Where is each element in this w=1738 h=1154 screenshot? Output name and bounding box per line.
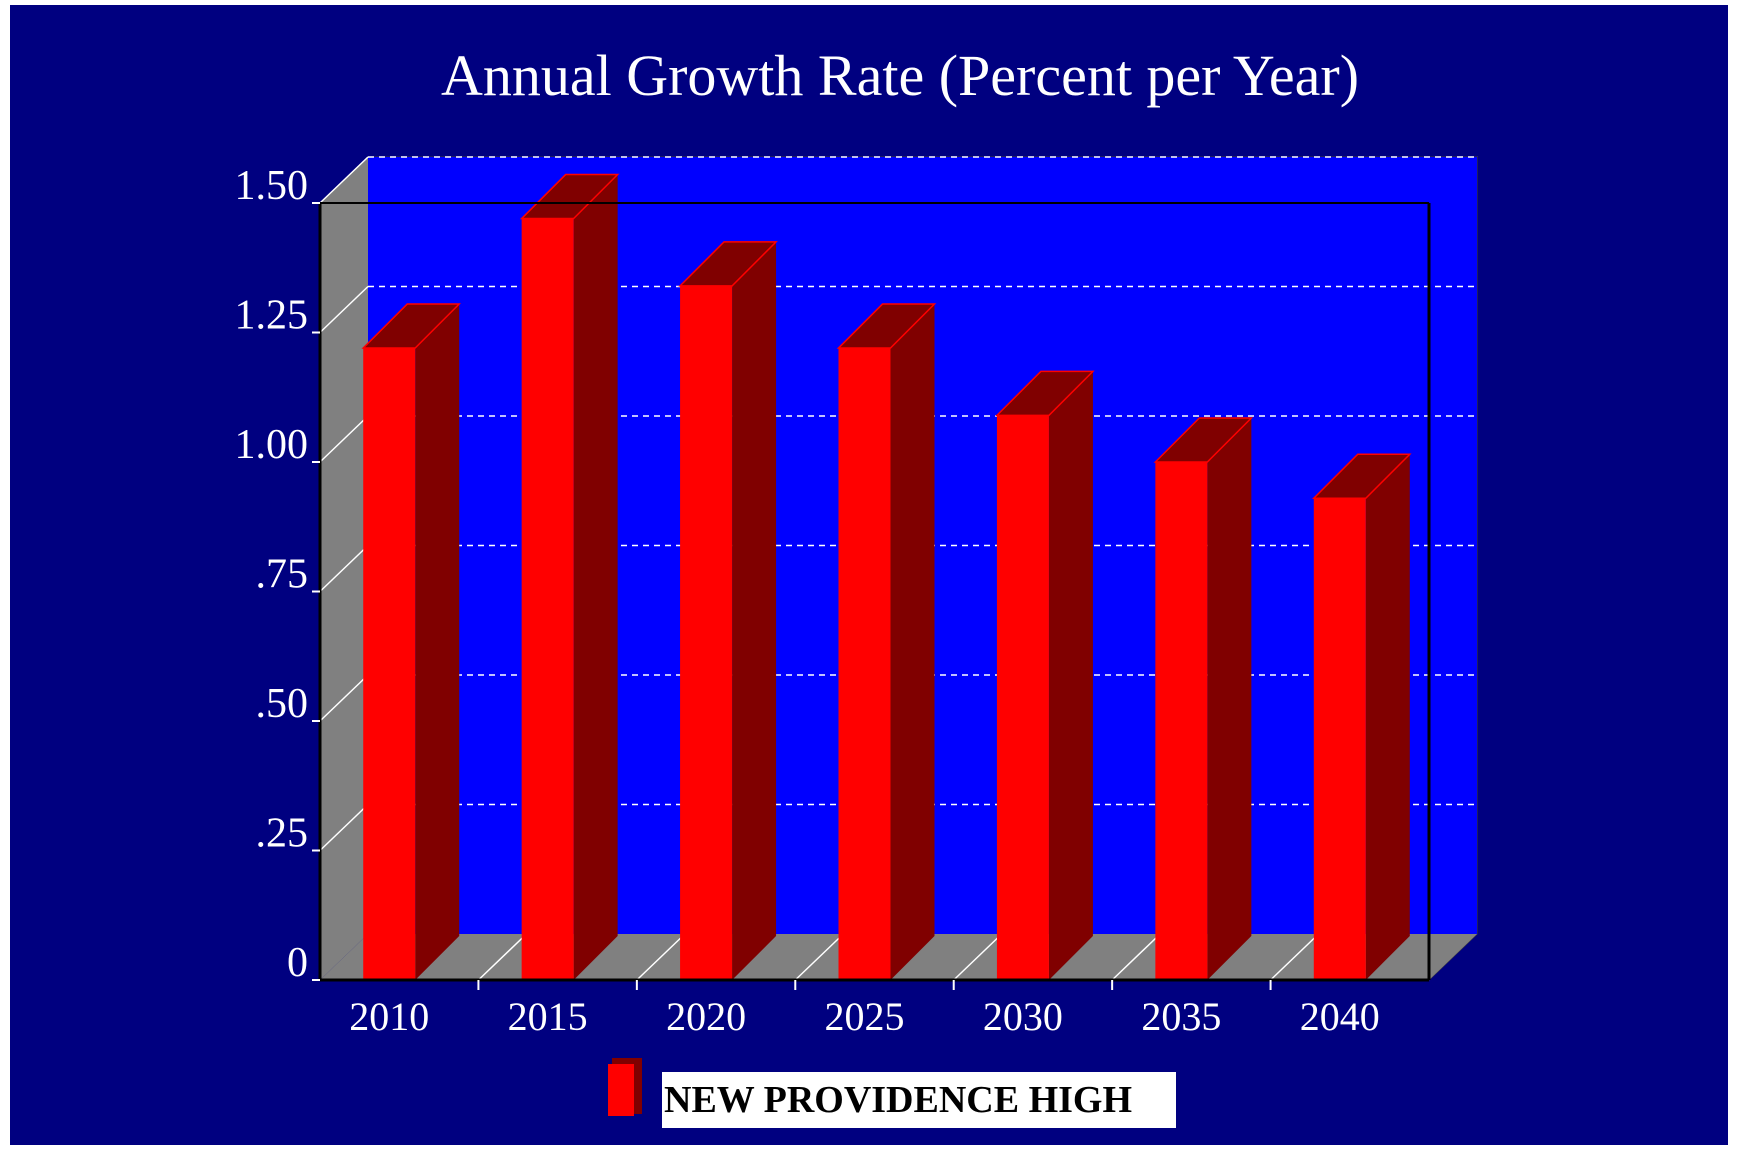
floor-divider [1111,933,1161,981]
bar-2015 [519,173,620,981]
y-tick-label: .75 [256,552,309,598]
floor-divider [794,933,844,981]
legend-label: NEW PROVIDENCE HIGH [664,1079,1132,1121]
gridline-left [319,674,369,722]
x-tick-label: 2020 [666,994,746,1039]
x-tick-label: 2025 [825,994,905,1039]
bar [521,218,574,981]
bar-side [732,241,777,980]
floor-divider [953,933,1003,981]
gridline-left [319,415,369,463]
bar-2040 [1311,453,1412,980]
bar-side [1365,454,1410,980]
x-tick-label: 2040 [1300,994,1380,1039]
bars [361,173,1412,981]
bar [363,348,416,980]
bar [838,348,891,980]
bar [1313,498,1366,980]
bar-2020 [678,241,778,980]
legend-label-box [662,1072,1176,1128]
bar-2010 [361,303,462,980]
floor-divider [636,933,686,981]
y-tick-label: 1.25 [235,293,309,339]
x-tick-label: 2010 [349,994,429,1039]
floor-divider [477,933,527,981]
chart-title: Annual Growth Rate (Percent per Year) [441,43,1359,108]
legend: NEW PROVIDENCE HIGH [608,1058,1176,1128]
bar-side [890,304,935,980]
y-tick-label: 0 [287,940,308,986]
bar-side [415,304,460,980]
y-tick-labels: 0 .25 .50 .75 1.00 1.25 1.50 [235,163,309,986]
gridline-left [319,285,369,334]
bar [996,415,1049,980]
bar-2035 [1153,417,1254,980]
bar-side [1207,418,1252,980]
bar-side [573,174,618,981]
gridline-left [319,803,369,852]
floor-divider [1270,933,1320,981]
legend-swatch [608,1064,634,1116]
y-tick-label: .50 [256,681,309,727]
bar-2025 [836,303,937,980]
gridline-left [319,544,369,593]
bar-side [1048,371,1093,980]
bar-2030 [995,370,1095,980]
gridline-left [319,156,369,204]
x-tick-labels: 2010 2015 2020 2025 2030 2035 2040 [349,994,1380,1039]
y-tick-label: 1.50 [235,163,309,209]
y-tick-label: 1.00 [235,422,309,468]
x-tick-label: 2035 [1141,994,1221,1039]
x-tick-label: 2015 [508,994,588,1039]
bar [680,285,733,980]
axes [312,202,1431,990]
x-tick-label: 2030 [983,994,1063,1039]
bar [1155,462,1208,980]
y-tick-label: .25 [256,811,309,857]
